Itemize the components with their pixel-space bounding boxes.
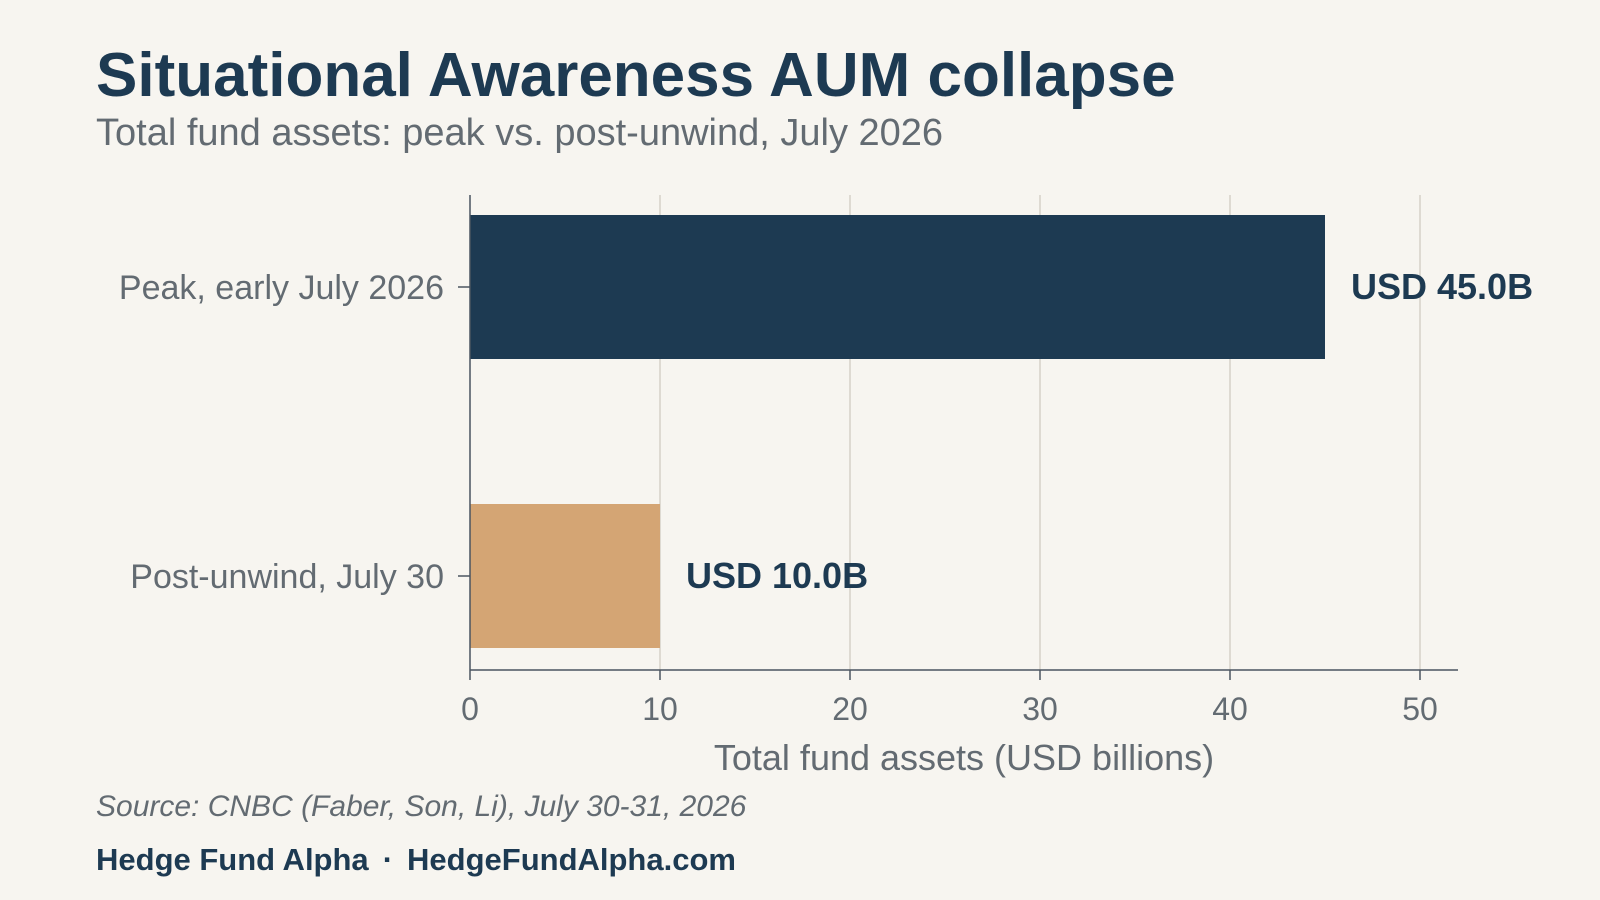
x-tick-label-10: 10 [642,691,678,727]
x-tick-label-0: 0 [461,691,479,727]
brand-url: HedgeFundAlpha.com [407,842,736,877]
source-note: Source: CNBC (Faber, Son, Li), July 30-3… [96,790,747,823]
category-label-0: Peak, early July 2026 [119,269,444,307]
brand-separator: · [382,842,394,877]
x-tick-label-40: 40 [1212,691,1248,727]
chart-title: Situational Awareness AUM collapse [96,41,1176,110]
data-label-0: USD 45.0B [1351,266,1533,307]
x-tick-label-20: 20 [832,691,868,727]
brand-line: Hedge Fund Alpha · HedgeFundAlpha.com [96,842,736,878]
bar-1 [470,504,660,648]
data-label-1: USD 10.0B [686,555,868,596]
x-tick-label-30: 30 [1022,691,1058,727]
bar-0 [470,215,1325,359]
x-tick-label-50: 50 [1402,691,1438,727]
x-axis-label: Total fund assets (USD billions) [714,737,1214,778]
chart-subtitle: Total fund assets: peak vs. post-unwind,… [96,112,944,154]
category-label-1: Post-unwind, July 30 [130,558,444,596]
brand-name: Hedge Fund Alpha [96,842,369,877]
